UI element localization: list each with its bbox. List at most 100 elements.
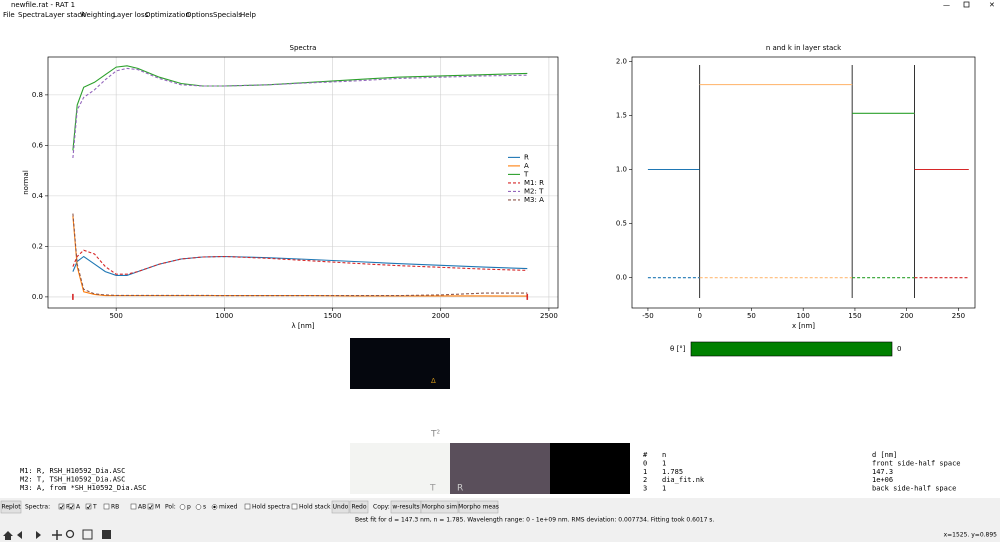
menu-item[interactable]: File bbox=[3, 11, 15, 19]
home-icon[interactable] bbox=[3, 531, 13, 540]
series-line bbox=[72, 65, 528, 151]
checkbox-label[interactable]: M bbox=[155, 504, 160, 511]
x-axis-label: x [nm] bbox=[792, 322, 815, 330]
checkbox[interactable] bbox=[85, 503, 92, 510]
checkbox-label[interactable]: A bbox=[76, 504, 81, 511]
maximize[interactable] bbox=[963, 1, 970, 8]
checkbox-label[interactable]: AB bbox=[138, 504, 146, 511]
pan-icon[interactable] bbox=[52, 530, 62, 540]
menu-item[interactable]: Spectra bbox=[18, 11, 45, 19]
menu-item[interactable]: Options bbox=[186, 11, 213, 19]
check bbox=[69, 504, 74, 510]
table-header: # bbox=[643, 451, 648, 459]
nav-icons bbox=[3, 529, 111, 540]
toolbar-area bbox=[0, 498, 1000, 542]
table-cell: 0 bbox=[643, 460, 647, 468]
checkbox[interactable] bbox=[58, 503, 65, 510]
x-tick-label: 0 bbox=[697, 312, 701, 320]
radio-label[interactable]: mixed bbox=[219, 504, 238, 511]
radio-label[interactable]: p bbox=[187, 504, 191, 511]
checkbox-label[interactable]: RB bbox=[111, 504, 119, 511]
radio-dot bbox=[213, 505, 216, 509]
legend-label: M2: T bbox=[524, 187, 544, 195]
menu-item[interactable]: Optimization bbox=[145, 11, 190, 19]
table-cell: 1 bbox=[662, 484, 666, 492]
table-cell: 2 bbox=[643, 476, 647, 484]
checkbox[interactable] bbox=[244, 503, 251, 510]
series-line bbox=[72, 67, 528, 159]
series-line bbox=[72, 255, 528, 276]
x-tick-label: 100 bbox=[797, 312, 810, 320]
y-tick-label: 0.6 bbox=[32, 141, 44, 149]
x-axis-label: λ [nm] bbox=[291, 322, 314, 330]
table-cell: 3 bbox=[643, 484, 647, 492]
coords: x=1525. y=0.895 bbox=[944, 532, 998, 539]
menu-item[interactable]: Help bbox=[240, 11, 257, 19]
button-label[interactable]: Redo bbox=[351, 504, 366, 511]
button-label[interactable]: Replot bbox=[1, 504, 21, 511]
check bbox=[59, 504, 64, 510]
checkbox[interactable] bbox=[103, 503, 110, 510]
table-cell: dia_fit.nk bbox=[662, 476, 705, 484]
legend-label: R bbox=[524, 153, 529, 161]
button-label[interactable]: Undo bbox=[333, 504, 349, 511]
window-title: newfile.rat - RAT 1 bbox=[11, 1, 75, 9]
forward-icon[interactable] bbox=[36, 531, 41, 539]
checkbox[interactable] bbox=[68, 503, 75, 510]
radio-label[interactable]: s bbox=[203, 504, 206, 511]
t-label: T bbox=[429, 484, 436, 494]
x-tick-label: 200 bbox=[900, 312, 913, 320]
angle-label: θ [°] bbox=[670, 345, 686, 353]
button[interactable] bbox=[0, 500, 22, 514]
menu-item[interactable]: Specials bbox=[213, 11, 242, 19]
menu-item[interactable]: Layer loss bbox=[113, 11, 149, 19]
checkbox[interactable] bbox=[291, 503, 298, 510]
x-tick-label: 500 bbox=[109, 312, 122, 320]
checkbox[interactable] bbox=[130, 503, 137, 510]
config-icon[interactable] bbox=[82, 529, 93, 540]
button-label[interactable]: Morpho meas bbox=[458, 504, 499, 511]
checkbox[interactable] bbox=[147, 503, 154, 510]
t2-label: T² bbox=[430, 430, 440, 440]
plot-frame bbox=[47, 56, 559, 309]
table-cell: 147.3 bbox=[872, 468, 893, 476]
x-tick-label: 150 bbox=[848, 312, 861, 320]
back-icon[interactable] bbox=[17, 531, 22, 539]
x-tick-label: -50 bbox=[642, 312, 653, 320]
series-line bbox=[72, 249, 528, 275]
minimize[interactable]: — bbox=[943, 1, 950, 9]
angle-value: 0 bbox=[897, 345, 901, 353]
color-box bbox=[350, 338, 450, 389]
angle-bar[interactable] bbox=[690, 341, 893, 357]
model-line: M1: R, RSH_H10592_Dia.ASC bbox=[20, 467, 125, 475]
button[interactable] bbox=[331, 500, 350, 514]
zoom-icon[interactable] bbox=[65, 529, 75, 539]
checkbox-label[interactable]: T bbox=[92, 504, 97, 511]
chart-title: Spectra bbox=[290, 44, 317, 52]
status: Best fit for d = 147.3 nm, n = 1.785. Wa… bbox=[355, 517, 714, 524]
y-tick-label: 1.0 bbox=[616, 166, 627, 174]
button[interactable] bbox=[349, 500, 369, 514]
table-cell: 1e+06 bbox=[872, 476, 893, 484]
menu-item[interactable]: Layer stack bbox=[45, 11, 86, 19]
button[interactable] bbox=[420, 500, 459, 514]
save-icon[interactable] bbox=[102, 530, 111, 539]
button-label[interactable]: w-results bbox=[392, 504, 419, 511]
menu-item[interactable]: Weighting bbox=[80, 11, 115, 19]
radio[interactable] bbox=[195, 504, 202, 510]
color-box-black bbox=[550, 443, 630, 494]
table-header: n bbox=[662, 451, 666, 459]
checkbox-label[interactable]: Hold stack bbox=[299, 504, 331, 511]
radio[interactable] bbox=[179, 504, 186, 510]
button-label[interactable]: Morpho sim bbox=[422, 504, 457, 511]
checkbox-label[interactable]: Hold spectra bbox=[252, 504, 290, 511]
chart-title: n and k in layer stack bbox=[766, 44, 842, 52]
toolbar-label: Copy: bbox=[373, 504, 390, 511]
button[interactable] bbox=[458, 500, 499, 514]
checkbox-label[interactable]: R bbox=[66, 504, 70, 511]
close[interactable]: ✕ bbox=[989, 1, 995, 9]
model-line: M2: T, TSH_H10592_Dia.ASC bbox=[20, 476, 125, 484]
check bbox=[86, 504, 91, 510]
